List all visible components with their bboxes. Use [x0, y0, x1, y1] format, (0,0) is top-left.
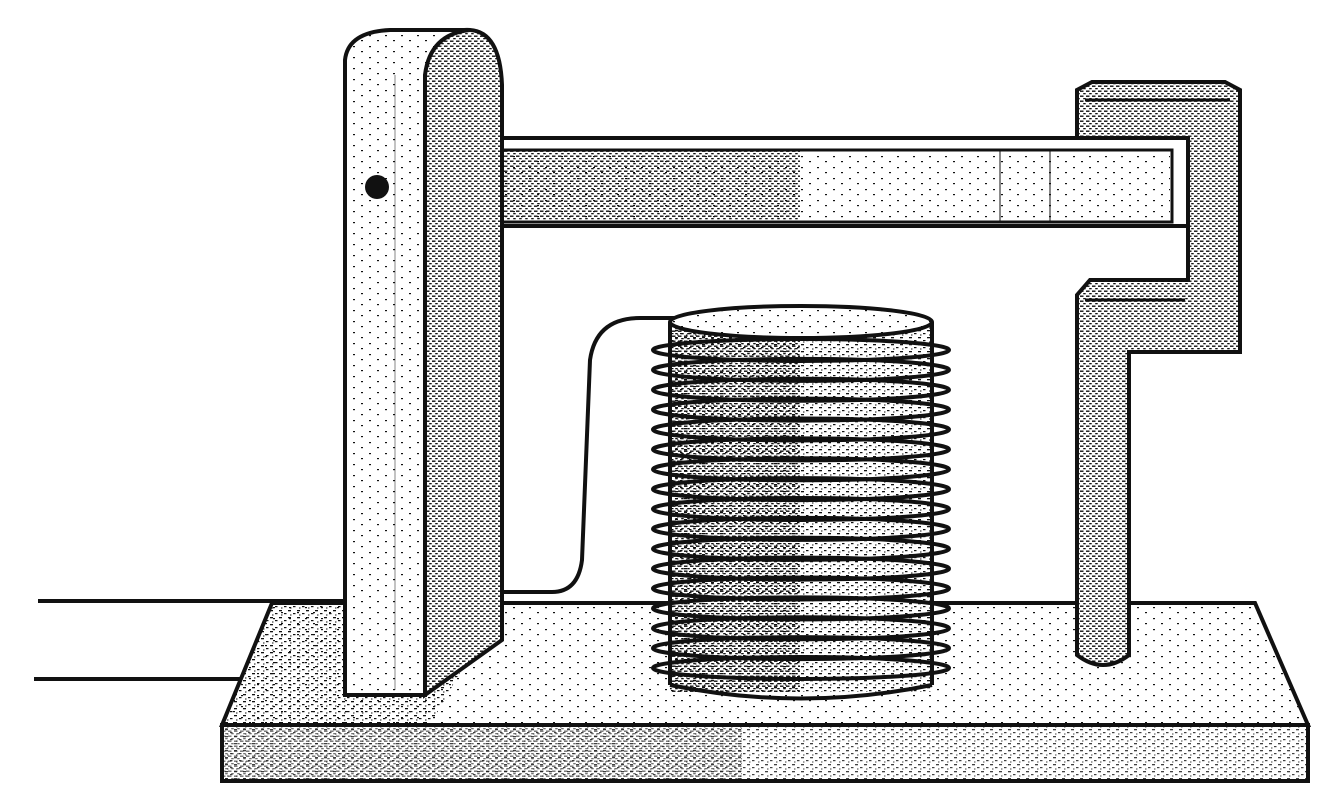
coil-winding-9: [651, 496, 951, 522]
coil-winding-13: [651, 575, 951, 602]
coil-feed-wire: [500, 316, 700, 594]
coil-winding-12: [651, 555, 951, 582]
coil-winding-3: [651, 376, 951, 403]
coil-windings: [651, 337, 951, 681]
coil-winding-15: [651, 615, 951, 642]
coil-winding-7: [651, 456, 951, 483]
coil-winding-2: [651, 356, 951, 383]
left-post: [343, 27, 504, 699]
coil-winding-17: [651, 655, 951, 681]
coil-core: [668, 304, 934, 701]
coil-winding-1: [651, 337, 951, 363]
coil-winding-11: [651, 535, 951, 562]
coil-winding-8: [651, 476, 951, 503]
coil-winding-4: [651, 396, 951, 423]
coil-winding-10: [651, 515, 951, 542]
armature-bar: [438, 136, 1190, 228]
coil-winding-14: [651, 595, 951, 622]
coil-winding-5: [651, 416, 951, 443]
coil-winding-6: [651, 436, 951, 463]
pivot-pin: [365, 175, 389, 199]
coil-winding-16: [651, 635, 951, 662]
